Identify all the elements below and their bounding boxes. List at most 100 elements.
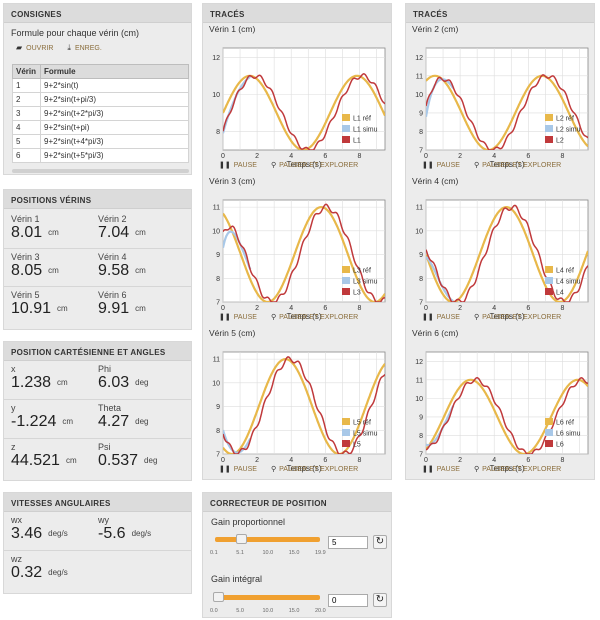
y-tick-label: 7 xyxy=(419,300,423,307)
slider-tick-label: 5.0 xyxy=(236,608,244,614)
x-tick-label: 8 xyxy=(357,457,361,464)
pause-button[interactable]: ❚❚ PAUSE xyxy=(219,466,257,473)
plot-verin5[interactable]: 0 2 4 6 8 7 8 9 10 11 L5 réf L5 simu L5 Temps (s) xyxy=(202,336,392,476)
legend-label: L2 simu xyxy=(556,127,581,134)
table-header-verin: Vérin xyxy=(12,64,41,79)
theta-label: Theta xyxy=(98,403,122,413)
gain-i-apply-button[interactable]: ↻ xyxy=(373,593,387,607)
y-tick-label: 10 xyxy=(415,396,423,403)
table-row[interactable]: 4 9+2*sin(t+pi) xyxy=(12,120,189,135)
formula-cell[interactable]: 9+2*sin(t+5*pi/3) xyxy=(40,148,189,163)
pause-explore-button[interactable]: ⚲ PAUSER ET EXPLORER xyxy=(270,162,359,169)
slider-tick-label: 10.0 xyxy=(262,550,274,556)
positions-panel: POSITIONS VÉRINS Vérin 1 8.01 cm Vérin 2 7.… xyxy=(3,189,192,330)
pause-button[interactable]: ❚❚ PAUSE xyxy=(219,162,257,169)
plot-area xyxy=(222,199,386,303)
download-icon: ⤓ xyxy=(67,43,71,52)
plot-verin3[interactable]: 0 2 4 6 8 7 8 9 10 11 L3 réf L3 simu L3 Temps (s) xyxy=(202,184,392,324)
formula-cell[interactable]: 9+2*sin(t+2*pi/3) xyxy=(40,106,189,121)
legend-swatch xyxy=(545,277,553,284)
legend-swatch xyxy=(342,266,350,273)
x-label: x xyxy=(11,364,16,374)
legend-label: L2 xyxy=(556,138,564,145)
gain-i-input[interactable] xyxy=(328,594,368,607)
formula-cell[interactable]: 9+2*sin(t) xyxy=(40,78,189,93)
table-row[interactable]: 1 9+2*sin(t) xyxy=(12,78,189,93)
gain-p-slider-handle[interactable] xyxy=(236,534,248,544)
legend-label: L1 xyxy=(353,138,361,145)
slider-tick-label: 10.0 xyxy=(262,608,274,614)
gain-i-slider[interactable] xyxy=(215,595,320,600)
pause-button[interactable]: ❚❚ PAUSE xyxy=(422,314,460,321)
save-button[interactable]: ⤓ ENREG. xyxy=(67,43,102,52)
x-tick-label: 0 xyxy=(221,457,225,464)
plot-title-verin2: Vérin 2 (cm) xyxy=(412,24,459,34)
table-row[interactable]: 6 9+2*sin(t+5*pi/3) xyxy=(12,148,189,163)
pause-button[interactable]: ❚❚ PAUSE xyxy=(219,314,257,321)
pause-button[interactable]: ❚❚ PAUSE xyxy=(422,162,460,169)
x-axis-label: Temps (s) xyxy=(489,464,524,473)
gain-i-slider-handle[interactable] xyxy=(213,592,224,602)
y-tick-label: 8 xyxy=(216,428,220,435)
table-row[interactable]: 3 9+2*sin(t+2*pi/3) xyxy=(12,106,189,121)
y-tick-label: 11 xyxy=(213,357,220,364)
plot-verin1[interactable]: 0 2 4 6 8 8 10 12 L1 réf L1 simu L1 Temps (s) xyxy=(202,32,392,172)
y-tick-label: 11 xyxy=(213,205,220,212)
legend-label: L4 xyxy=(556,290,564,297)
slider-tick-label: 5.1 xyxy=(236,550,244,556)
wz-label: wz xyxy=(11,554,22,564)
x-tick-label: 0 xyxy=(424,153,428,160)
pause-explore-button[interactable]: ⚲ PAUSER ET EXPLORER xyxy=(270,314,359,321)
pause-button[interactable]: ❚❚ PAUSE xyxy=(422,466,460,473)
pause-explore-button[interactable]: ⚲ PAUSER ET EXPLORER xyxy=(473,466,562,473)
refresh-icon: ↻ xyxy=(375,594,385,605)
legend-swatch xyxy=(342,277,350,284)
gain-p-input[interactable] xyxy=(328,536,368,549)
x-tick-label: 0 xyxy=(221,305,225,312)
y-tick-label: 9 xyxy=(419,252,423,259)
table-row[interactable]: 5 9+2*sin(t+4*pi/3) xyxy=(12,134,189,149)
phi-value: 6.03 xyxy=(98,374,130,391)
formula-cell[interactable]: 9+2*sin(t+4*pi/3) xyxy=(40,134,189,149)
legend-swatch xyxy=(545,418,553,425)
gain-i-label: Gain intégral xyxy=(211,574,263,584)
verin4-label: Vérin 4 xyxy=(98,252,127,262)
formula-cell[interactable]: 9+2*sin(t+pi) xyxy=(40,120,189,135)
y-tick-label: 12 xyxy=(415,359,423,366)
table-scrollbar[interactable] xyxy=(12,169,189,173)
x-tick-label: 8 xyxy=(357,305,361,312)
verin1-value: 8.01 xyxy=(11,224,43,241)
pause-explore-button[interactable]: ⚲ PAUSER ET EXPLORER xyxy=(270,466,359,473)
plot-controls: ❚❚ PAUSE ⚲ PAUSER ET EXPLORER xyxy=(422,313,561,321)
gain-p-slider[interactable] xyxy=(215,537,320,542)
legend-swatch xyxy=(342,114,350,121)
x-axis-label: Temps (s) xyxy=(286,464,321,473)
legend-swatch xyxy=(342,429,350,436)
plot-verin2[interactable]: 0 2 4 6 8 7 8 9 10 11 12 L2 réf L2 simu L2 Temps (s) xyxy=(405,32,595,172)
plot-title-verin3: Vérin 3 (cm) xyxy=(209,176,256,186)
gain-p-apply-button[interactable]: ↻ xyxy=(373,535,387,549)
table-row[interactable]: 2 9+2*sin(t+pi/3) xyxy=(12,92,189,107)
pause-explore-button[interactable]: ⚲ PAUSER ET EXPLORER xyxy=(473,314,562,321)
plot-verin4[interactable]: 0 2 4 6 8 7 8 9 10 11 L4 réf L4 simu L4 Temps (s) xyxy=(405,184,595,324)
series-line-measured xyxy=(426,204,588,302)
x-tick-label: 6 xyxy=(323,153,327,160)
legend-swatch xyxy=(342,125,350,132)
legend-label: L6 réf xyxy=(556,420,574,427)
y-tick-label: 9 xyxy=(216,404,220,411)
verin4-value: 9.58 xyxy=(98,262,130,279)
x-value: 1.238 xyxy=(11,374,52,391)
verin6-label: Vérin 6 xyxy=(98,290,127,300)
formula-cell[interactable]: 9+2*sin(t+pi/3) xyxy=(40,92,189,107)
legend-label: L6 xyxy=(556,442,564,449)
y-tick-label: 7 xyxy=(419,452,423,459)
y-tick-label: 12 xyxy=(212,55,220,62)
slider-tick-label: 20.0 xyxy=(315,608,326,614)
pause-explore-button[interactable]: ⚲ PAUSER ET EXPLORER xyxy=(473,162,562,169)
open-button[interactable]: ▰ OUVRIR xyxy=(16,43,54,52)
legend-swatch xyxy=(545,440,553,447)
plot-controls: ❚❚ PAUSE ⚲ PAUSER ET EXPLORER xyxy=(219,313,358,321)
plot-verin6[interactable]: 0 2 4 6 8 7 8 9 10 11 12 L6 réf L6 simu L6 Temps (s) xyxy=(405,336,595,476)
series-line-ref xyxy=(426,378,588,454)
positions-header: POSITIONS VÉRINS xyxy=(4,190,191,209)
